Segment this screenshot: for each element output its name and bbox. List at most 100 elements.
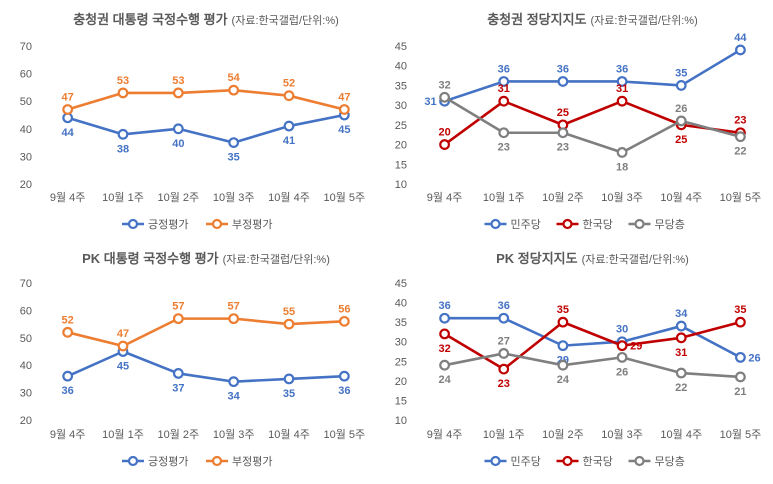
data-label: 26 [748, 352, 760, 364]
data-label: 57 [228, 301, 240, 313]
x-tick-label: 10월 1주 [102, 428, 144, 441]
chart-title-main: PK 대통령 국정수행 평가 [82, 251, 219, 266]
x-tick-label: 9월 4주 [50, 428, 86, 441]
legend-item-긍정평가: 긍정평가 [122, 455, 188, 468]
data-label: 44 [734, 32, 747, 44]
x-tick-label: 10월 2주 [542, 428, 584, 441]
y-tick-label: 35 [395, 80, 407, 92]
data-point-부정평가 [228, 313, 240, 325]
legend-label: 민주당 [511, 455, 541, 468]
legend-item-민주당: 민주당 [484, 455, 541, 468]
y-tick-label: 60 [20, 69, 32, 81]
data-label: 55 [283, 306, 295, 318]
y-tick-label: 15 [395, 159, 407, 171]
legend-item-한국당: 한국당 [556, 455, 613, 468]
series-line-무당층 [443, 96, 741, 154]
data-label: 35 [228, 152, 240, 164]
y-tick-label: 30 [20, 151, 32, 163]
data-point-한국당 [498, 95, 510, 107]
legend-marker [211, 455, 223, 467]
chart-title-main: 충청권 대통령 국정수행 평가 [73, 12, 227, 27]
data-label: 25 [675, 134, 687, 146]
y-tick-label: 20 [20, 415, 32, 427]
legend-item-부정평가: 부정평가 [206, 218, 272, 231]
data-point-무당층 [675, 115, 687, 127]
y-tick-label: 20 [395, 376, 407, 388]
legend-label: 긍정평가 [148, 455, 188, 468]
data-point-긍정평가 [338, 370, 350, 382]
chart-title-subtitle: (자료:한국갤럽/단위:%) [582, 252, 689, 266]
data-label: 47 [338, 91, 350, 103]
series-line-부정평가 [67, 88, 345, 111]
data-point-민주당 [735, 351, 746, 363]
data-label: 22 [675, 382, 687, 394]
x-tick-label: 10월 3주 [601, 191, 643, 204]
data-label: 36 [616, 63, 628, 75]
x-tick-label: 10월 4주 [268, 191, 310, 204]
data-label: 56 [338, 303, 350, 315]
data-label: 47 [117, 328, 129, 340]
legend-item-긍정평가: 긍정평가 [122, 218, 188, 231]
data-label: 36 [438, 300, 450, 312]
y-tick-label: 30 [20, 388, 32, 400]
data-point-민주당 [675, 320, 687, 332]
data-point-긍정평가 [228, 137, 240, 149]
y-tick-label: 45 [395, 41, 407, 53]
data-label: 52 [283, 78, 295, 90]
data-point-부정평가 [172, 87, 184, 99]
data-label: 35 [283, 388, 295, 400]
data-label: 30 [616, 324, 628, 336]
data-point-부정평가 [117, 87, 129, 99]
y-tick-label: 40 [20, 360, 32, 372]
legend-marker [127, 218, 139, 230]
legend-marker [490, 218, 501, 230]
data-point-한국당 [616, 340, 628, 352]
data-label: 44 [62, 127, 75, 139]
y-tick-label: 25 [395, 120, 407, 132]
data-point-무당층 [498, 348, 510, 359]
legend-marker [634, 218, 645, 230]
legend-label: 민주당 [511, 218, 541, 231]
legend-label: 한국당 [583, 218, 613, 231]
y-tick-label: 15 [395, 395, 407, 407]
data-point-민주당 [439, 312, 450, 324]
data-label: 23 [734, 115, 746, 127]
y-tick-label: 70 [20, 278, 32, 290]
data-point-무당층 [616, 147, 628, 158]
data-point-부정평가 [62, 104, 74, 115]
data-label: 27 [498, 335, 510, 347]
x-tick-label: 10월 1주 [483, 191, 525, 204]
data-label: 29 [630, 341, 642, 353]
data-point-부정평가 [62, 326, 74, 338]
data-point-무당층 [675, 367, 687, 379]
data-label: 47 [62, 91, 74, 103]
x-tick-label: 10월 1주 [102, 191, 144, 204]
data-point-긍정평가 [117, 128, 129, 140]
data-label: 23 [557, 142, 569, 154]
x-tick-label: 10월 3주 [601, 428, 643, 441]
data-point-무당층 [557, 359, 569, 371]
series-line-한국당 [443, 320, 741, 371]
data-point-민주당 [498, 312, 510, 324]
y-tick-label: 50 [20, 96, 32, 108]
data-point-긍정평가 [283, 373, 295, 385]
data-point-한국당 [557, 316, 569, 328]
chart-title: PK 대통령 국정수행 평가 (자료:한국갤럽/단위:%) [82, 251, 330, 266]
x-tick-label: 10월 5주 [324, 191, 366, 204]
legend-marker [490, 455, 501, 467]
data-label: 31 [498, 83, 510, 95]
chart-panel-1: 충청권 대통령 국정수행 평가 (자료:한국갤럽/단위:%) 20 30 40 50 60 7… [20, 12, 365, 231]
x-tick-label: 10월 2주 [158, 428, 200, 441]
legend-label: 부정평가 [232, 455, 272, 468]
legend-label: 한국당 [583, 455, 613, 468]
data-point-긍정평가 [228, 376, 240, 388]
x-tick-label: 10월 3주 [213, 191, 255, 204]
y-tick-label: 35 [395, 317, 407, 329]
data-point-민주당 [675, 80, 687, 91]
data-point-긍정평가 [172, 368, 184, 379]
data-point-부정평가 [228, 84, 240, 96]
legend-marker [562, 218, 573, 230]
data-label: 21 [734, 386, 746, 398]
legend-label: 긍정평가 [148, 218, 188, 231]
data-label: 36 [557, 63, 569, 75]
